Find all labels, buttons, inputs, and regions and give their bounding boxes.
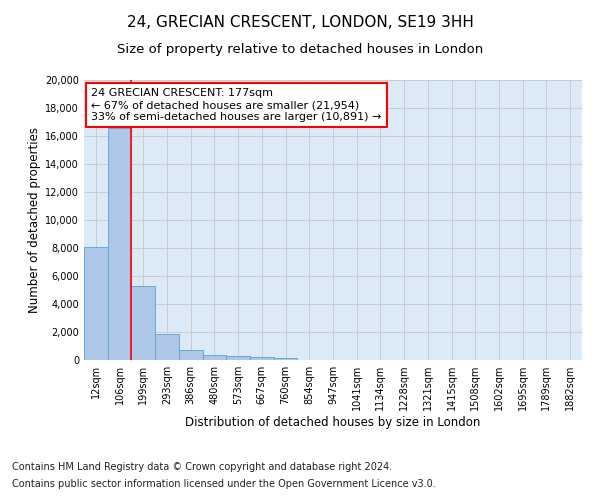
Text: Contains HM Land Registry data © Crown copyright and database right 2024.: Contains HM Land Registry data © Crown c… <box>12 462 392 472</box>
Bar <box>155 334 179 360</box>
Bar <box>179 350 203 360</box>
Bar <box>131 286 155 360</box>
Bar <box>203 355 226 360</box>
X-axis label: Distribution of detached houses by size in London: Distribution of detached houses by size … <box>185 416 481 429</box>
Text: Size of property relative to detached houses in London: Size of property relative to detached ho… <box>117 42 483 56</box>
Bar <box>250 357 274 360</box>
Text: 24, GRECIAN CRESCENT, LONDON, SE19 3HH: 24, GRECIAN CRESCENT, LONDON, SE19 3HH <box>127 15 473 30</box>
Y-axis label: Number of detached properties: Number of detached properties <box>28 127 41 313</box>
Bar <box>226 356 250 360</box>
Text: Contains public sector information licensed under the Open Government Licence v3: Contains public sector information licen… <box>12 479 436 489</box>
Text: 24 GRECIAN CRESCENT: 177sqm
← 67% of detached houses are smaller (21,954)
33% of: 24 GRECIAN CRESCENT: 177sqm ← 67% of det… <box>91 88 382 122</box>
Bar <box>84 246 108 360</box>
Bar <box>274 358 298 360</box>
Bar <box>108 128 131 360</box>
